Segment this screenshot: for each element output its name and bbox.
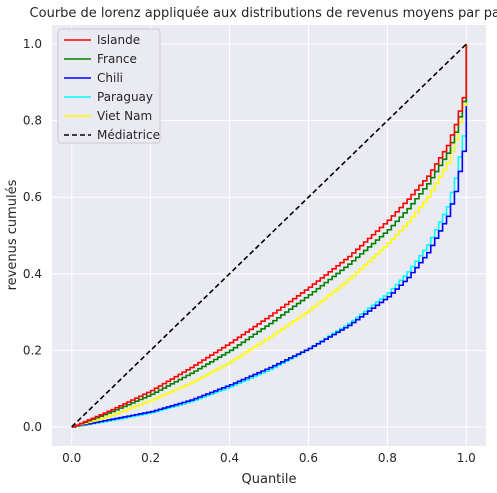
y-tick-label: 0.0 — [23, 420, 42, 434]
series-line-viet-nam — [71, 44, 468, 428]
series-line-chili — [71, 44, 468, 428]
y-tick-label: 1.0 — [23, 37, 42, 51]
grid — [52, 25, 486, 446]
chart-title: Courbe de lorenz appliquée aux distribut… — [30, 6, 497, 21]
y-tick-label: 0.8 — [23, 114, 42, 128]
x-tick-label: 1.0 — [457, 451, 476, 465]
series-line-france — [71, 44, 468, 428]
y-tick-label: 0.6 — [23, 190, 42, 204]
series-line-islande — [71, 44, 468, 428]
legend-label: Islande — [97, 33, 140, 47]
x-tick-label: 0.4 — [220, 451, 239, 465]
series-line-mediatrice — [71, 43, 467, 428]
legend-label: France — [97, 52, 137, 66]
x-tick-label: 0.2 — [141, 451, 160, 465]
x-tick-label: 0.0 — [62, 451, 81, 465]
y-tick-labels: 0.0 0.2 0.4 0.6 0.8 1.0 — [23, 37, 42, 434]
y-tick-label: 0.4 — [23, 267, 42, 281]
x-tick-label: 0.6 — [299, 451, 318, 465]
legend-label: Paraguay — [97, 90, 153, 104]
legend-label: Médiatrice — [97, 128, 160, 142]
y-tick-label: 0.2 — [23, 343, 42, 357]
x-axis-label: Quantile — [242, 472, 297, 487]
series-layer — [71, 43, 468, 428]
legend-box — [57, 28, 161, 144]
x-tick-label: 0.8 — [378, 451, 397, 465]
legend-label: Viet Nam — [97, 109, 152, 123]
legend-label: Chili — [97, 71, 123, 85]
x-tick-labels: 0.0 0.2 0.4 0.6 0.8 1.0 — [62, 451, 476, 465]
y-axis-label: revenus cumulés — [5, 179, 20, 290]
legend: Islande France Chili Paraguay Viet Nam Médiat… — [57, 28, 161, 144]
